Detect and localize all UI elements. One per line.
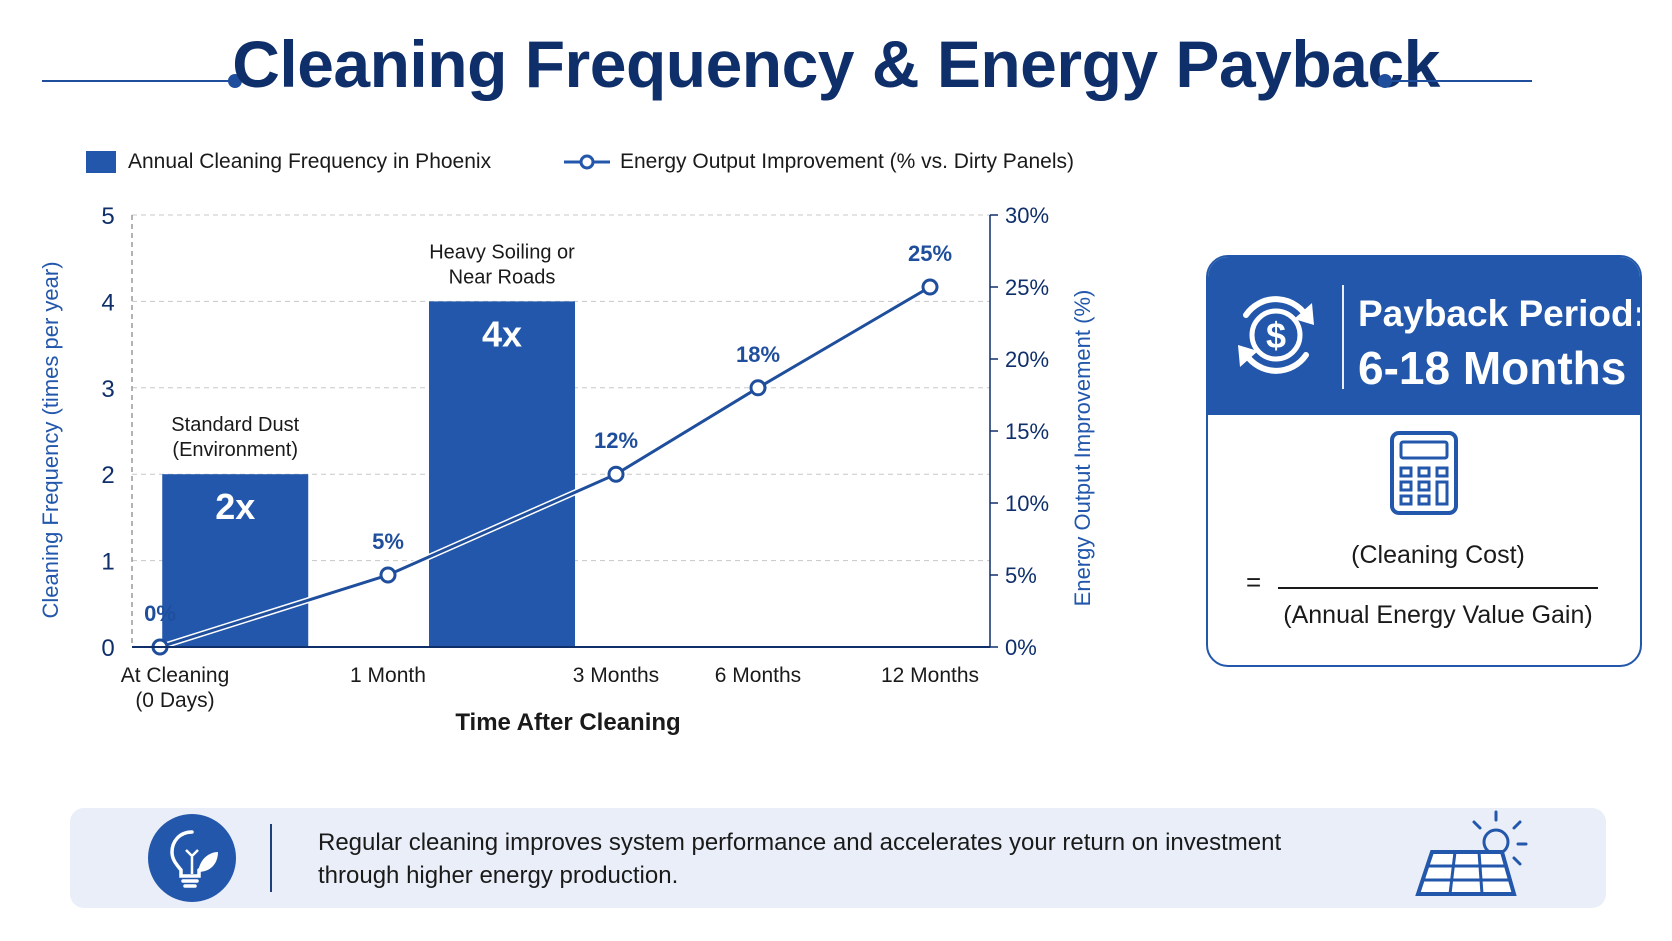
chart: 0 1 2 3 4 5 0% 5% 10% 15% 20% 25% 30% 2x Standard Dust…: [38, 203, 1095, 736]
y-right-tick-0%: 0%: [1005, 635, 1037, 660]
y-right-axis-title: Energy Output Improvement (%): [1070, 290, 1095, 607]
y-left-tick-1: 1: [101, 549, 114, 576]
line-label-4: 25%: [908, 241, 952, 266]
y-right-tick-25%: 25%: [1005, 275, 1049, 300]
formula-fraction-bar: [1278, 587, 1598, 589]
legend-bars: Annual Cleaning Frequency in Phoenix: [86, 150, 491, 174]
calculator-icon: [1390, 431, 1458, 515]
payback-header: $ Payback Period: 6-18 Months: [1208, 257, 1640, 415]
title-dot-right: [1378, 74, 1392, 88]
title-line-left: [42, 80, 234, 82]
solar-panel-icon: [1415, 810, 1528, 896]
footer-separator: [270, 824, 272, 892]
svg-text:$: $: [1266, 315, 1286, 356]
formula-numerator: (Cleaning Cost): [1351, 541, 1525, 569]
x-tick-4: 12 Months: [881, 664, 979, 687]
formula-denominator: (Annual Energy Value Gain): [1283, 601, 1593, 629]
line-label-1: 5%: [372, 529, 404, 554]
line-point-2: [607, 465, 625, 483]
y-right-tick-15%: 15%: [1005, 419, 1049, 444]
x-tick-1: 1 Month: [350, 664, 426, 687]
line-label-3: 18%: [736, 342, 780, 367]
formula-equals: =: [1246, 567, 1262, 597]
page-title: Cleaning Frequency & Energy Payback: [232, 27, 1440, 101]
x-axis-title: Time After Cleaning: [455, 709, 680, 736]
y-left-tick-2: 2: [101, 462, 114, 489]
legend-line: Energy Output Improvement (% vs. Dirty P…: [564, 150, 1074, 174]
y-left-tick-0: 0: [101, 635, 114, 662]
payback-title: Payback Period:: [1358, 293, 1642, 334]
bar-label-1: 4x: [482, 313, 522, 354]
line-point-1: [379, 566, 397, 584]
title-dot-left: [228, 74, 242, 88]
text-layer: 0 1 2 3 4 5 0% 5% 10% 15% 20% 25% 30% 2x Standard Dust…: [38, 203, 1095, 736]
title-line-right: [1390, 80, 1532, 82]
bar-label-0: 2x: [215, 486, 255, 527]
y-right-tick-10%: 10%: [1005, 491, 1049, 516]
legend-bars-label: Annual Cleaning Frequency in Phoenix: [128, 150, 492, 173]
y-left-tick-5: 5: [101, 203, 114, 230]
y-left-tick-3: 3: [101, 376, 114, 403]
legend-line-label: Energy Output Improvement (% vs. Dirty P…: [620, 150, 1074, 173]
payback-card: $ Payback Period: 6-18 Months = (Cleanin…: [1206, 255, 1642, 667]
footer-text: Regular cleaning improves system perform…: [318, 829, 1282, 889]
footer-banner: Regular cleaning improves system perform…: [70, 808, 1606, 908]
line-layer: [151, 278, 939, 656]
grid-layer: [132, 214, 990, 562]
y-left-tick-4: 4: [101, 289, 114, 316]
bar-0: [162, 474, 309, 647]
payback-divider: [1342, 285, 1344, 389]
lightbulb-leaf-icon: [170, 830, 218, 888]
legend-bar-swatch: [86, 151, 116, 173]
y-right-tick-5%: 5%: [1005, 563, 1037, 588]
axis-layer: [131, 214, 998, 648]
x-tick-3: 6 Months: [715, 664, 801, 687]
bar-annotation-1: Heavy Soiling or Near Roads: [429, 241, 575, 288]
title-row: Cleaning Frequency & Energy Payback: [0, 18, 1672, 108]
line-label-0: 0%: [144, 601, 176, 626]
dollar-cycle-icon: $: [1238, 296, 1314, 374]
line-label-2: 12%: [594, 428, 638, 453]
y-right-tick-30%: 30%: [1005, 203, 1049, 228]
x-tick-2: 3 Months: [573, 664, 659, 687]
footer-icon-circle: [148, 814, 236, 902]
legend-line-swatch: [564, 154, 610, 170]
bar-1: [429, 301, 575, 647]
y-right-tick-20%: 20%: [1005, 347, 1049, 372]
x-tick-0: At Cleaning (0 Days): [121, 664, 230, 712]
y-left-axis-title: Cleaning Frequency (times per year): [38, 261, 63, 618]
bar-annotation-0: Standard Dust (Environment): [171, 414, 299, 461]
payback-value: 6-18 Months: [1358, 342, 1627, 394]
bar-layer: [162, 301, 575, 647]
line-point-3: [749, 379, 767, 397]
line-point-4: [921, 278, 939, 296]
